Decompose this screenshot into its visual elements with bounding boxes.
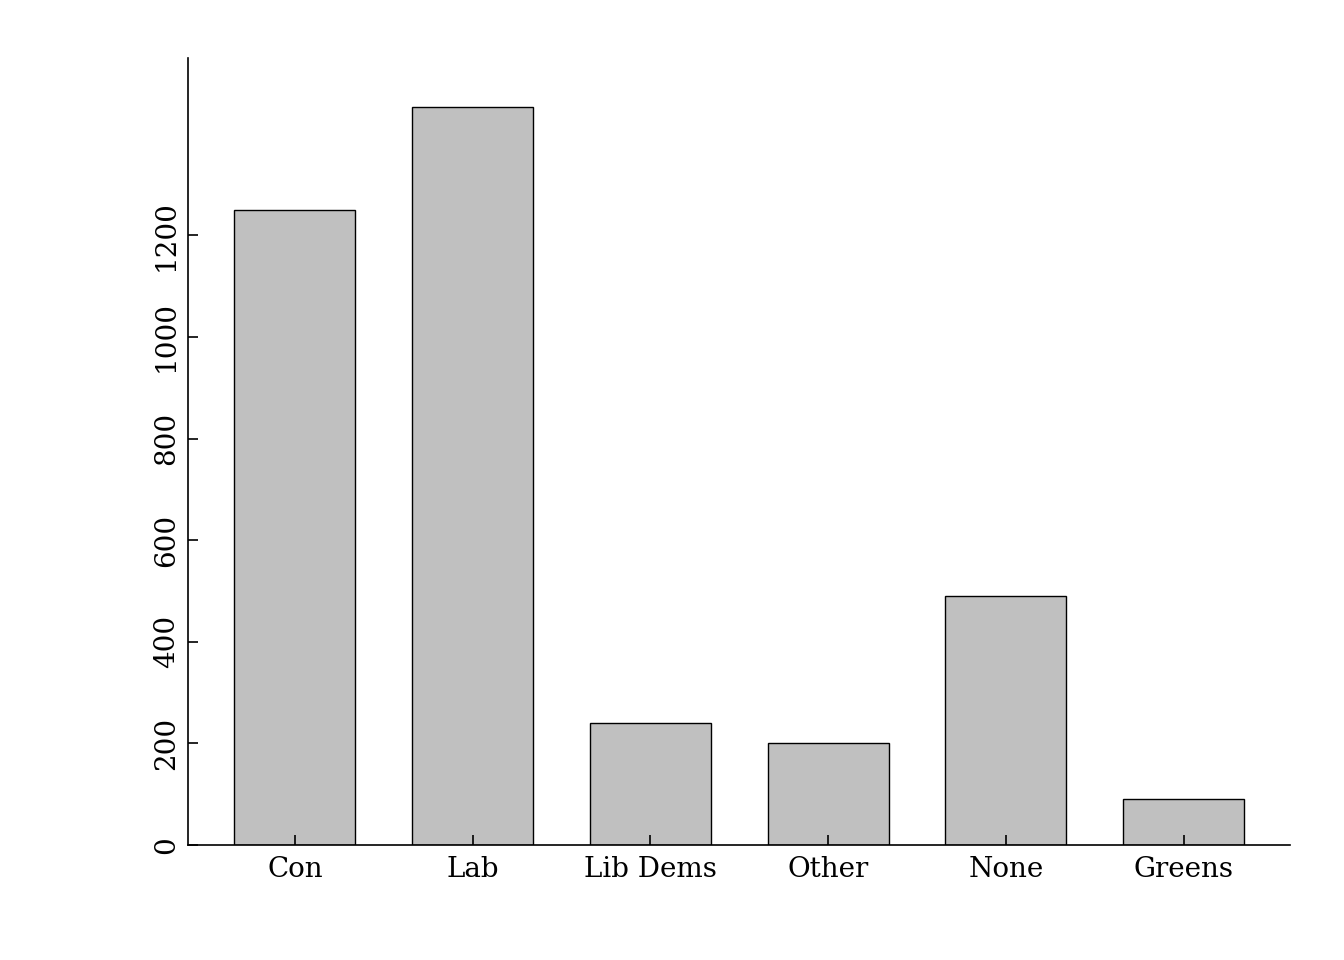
Bar (413, 107, 534, 845)
Bar (234, 210, 355, 845)
Bar (945, 596, 1066, 845)
Bar (590, 723, 711, 845)
Bar (767, 743, 888, 845)
Bar (1124, 799, 1245, 845)
